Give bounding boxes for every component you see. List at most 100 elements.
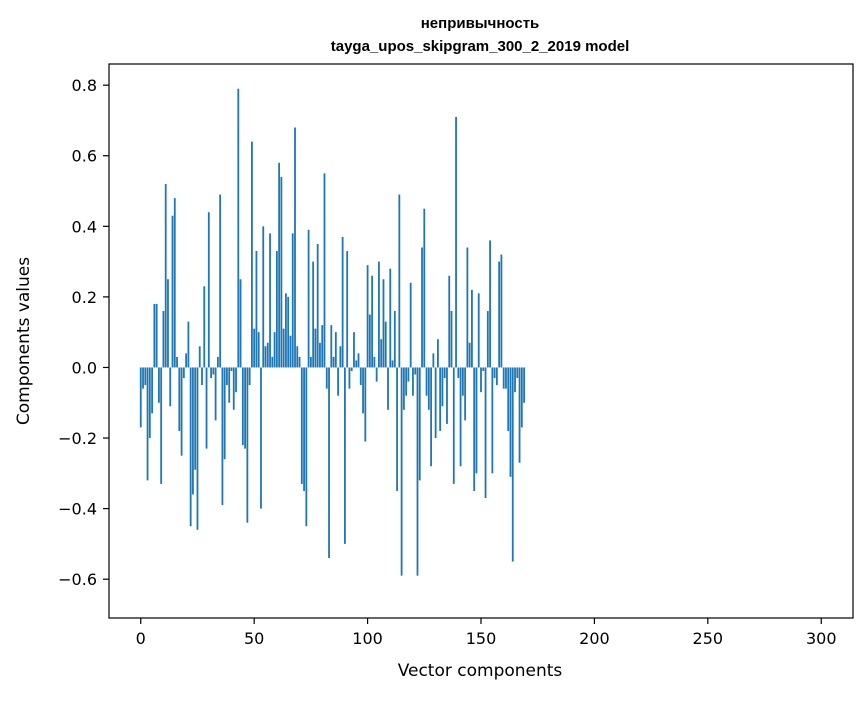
bar xyxy=(298,356,301,368)
bar xyxy=(228,367,231,403)
bar xyxy=(518,367,521,463)
bar xyxy=(273,332,276,368)
bar xyxy=(207,212,210,368)
bar xyxy=(239,279,242,368)
bar xyxy=(271,356,274,368)
bar xyxy=(155,303,158,368)
bar xyxy=(371,275,374,368)
bar xyxy=(164,183,167,368)
bar xyxy=(464,367,467,421)
bar xyxy=(382,279,385,368)
bar xyxy=(511,367,514,562)
bar xyxy=(368,314,371,368)
chart-title-line1: непривычность xyxy=(421,15,540,32)
bar xyxy=(391,360,394,368)
bar xyxy=(389,268,392,368)
bar xyxy=(264,346,267,368)
bars xyxy=(139,88,525,576)
bar xyxy=(189,367,192,527)
bar xyxy=(216,356,219,368)
bar xyxy=(359,367,362,386)
bar xyxy=(457,367,460,379)
bar xyxy=(480,367,482,393)
bar xyxy=(235,367,237,393)
bar xyxy=(491,367,494,474)
bar xyxy=(323,173,326,368)
bar xyxy=(171,215,174,368)
x-tick-label: 200 xyxy=(579,629,610,648)
bar xyxy=(158,367,160,403)
bar xyxy=(332,356,335,368)
bar xyxy=(507,367,510,431)
bar xyxy=(423,208,426,368)
bar xyxy=(194,367,197,470)
bar xyxy=(316,243,319,368)
bar xyxy=(187,321,190,368)
bar xyxy=(232,367,235,410)
bar xyxy=(341,236,344,368)
bar xyxy=(355,360,358,368)
x-tick-label: 300 xyxy=(806,629,837,648)
bar xyxy=(430,367,432,467)
bar xyxy=(173,198,176,368)
bar xyxy=(210,367,212,379)
bar xyxy=(396,367,398,491)
bar xyxy=(520,367,523,428)
bar xyxy=(475,367,478,474)
y-tick-label: −0.4 xyxy=(58,500,97,519)
bar xyxy=(407,367,410,382)
bar xyxy=(357,353,360,368)
bar xyxy=(289,335,292,368)
bar xyxy=(523,367,525,403)
bar xyxy=(226,367,228,386)
bar xyxy=(201,367,203,386)
y-tick-label: 0.2 xyxy=(72,288,97,307)
bar xyxy=(178,367,181,431)
bar xyxy=(437,339,439,368)
bar xyxy=(502,367,505,389)
bar xyxy=(203,286,206,368)
bar xyxy=(455,116,457,368)
bar xyxy=(314,328,317,368)
bar xyxy=(275,251,278,368)
bar xyxy=(439,367,442,431)
y-tick-label: −0.6 xyxy=(58,570,97,589)
axis-ticks: 0 50 100 150 200 250 300 −0.6 −0.4 −0.2 0.0 0.2 0.4 0… xyxy=(58,76,836,648)
bar xyxy=(362,367,364,414)
bar xyxy=(148,367,151,439)
bar xyxy=(237,88,240,368)
bar xyxy=(153,303,156,368)
bar xyxy=(409,282,412,368)
bar xyxy=(459,367,462,467)
x-tick-label: 50 xyxy=(244,629,264,648)
bar xyxy=(160,367,163,484)
x-tick-label: 250 xyxy=(693,629,724,648)
bar xyxy=(266,342,269,368)
bar xyxy=(468,342,471,368)
y-tick-label: 0.0 xyxy=(72,358,97,377)
bar xyxy=(330,325,333,368)
bar xyxy=(484,367,487,499)
bar xyxy=(416,367,419,576)
bar xyxy=(285,293,287,368)
bar xyxy=(269,233,271,368)
bar xyxy=(434,367,437,439)
bar xyxy=(251,141,253,368)
bar xyxy=(425,367,428,396)
bar xyxy=(344,367,346,544)
bar xyxy=(387,367,389,410)
bar xyxy=(196,367,199,530)
bar xyxy=(260,367,262,509)
bar xyxy=(246,367,249,523)
bar xyxy=(486,311,489,368)
bar xyxy=(139,367,142,428)
bar xyxy=(244,367,246,449)
bar xyxy=(448,275,451,368)
bar xyxy=(500,254,503,368)
bar xyxy=(348,367,351,389)
bar xyxy=(294,127,296,368)
bar xyxy=(337,367,339,396)
